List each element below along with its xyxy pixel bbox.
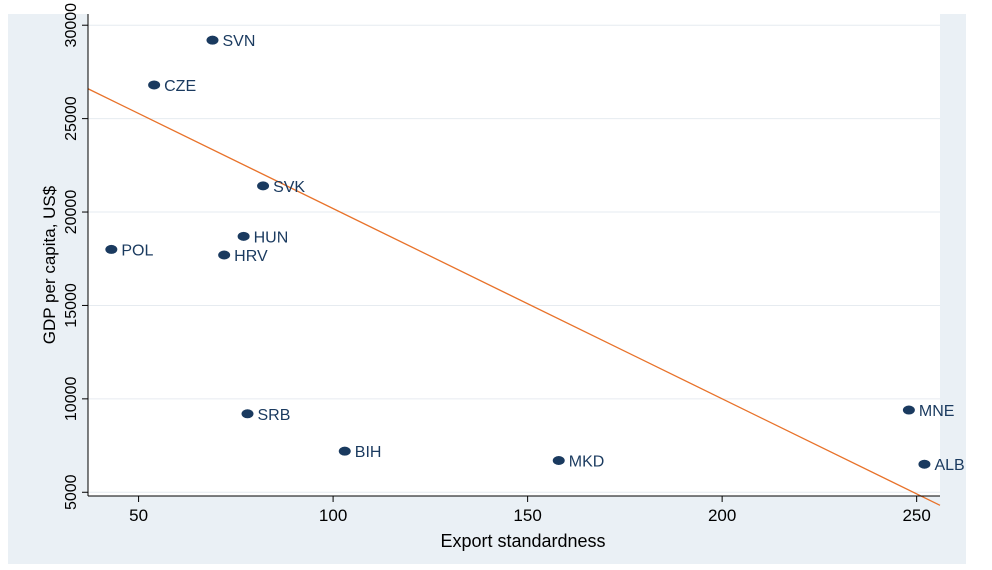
plot-area [88, 14, 940, 496]
x-tick-label: 50 [129, 506, 148, 525]
data-point [257, 181, 270, 191]
data-point [552, 456, 565, 466]
y-axis-label: GDP per capita, US$ [40, 185, 59, 344]
y-tick-label: 15000 [63, 283, 80, 328]
fit-line [87, 88, 941, 506]
data-point [338, 446, 351, 456]
point-label: ALB [934, 457, 964, 474]
grid-lines [88, 24, 940, 493]
point-label: CZE [164, 78, 196, 95]
y-tick-label: 30000 [63, 3, 80, 48]
x-axis-label: Export standardness [440, 531, 605, 551]
point-label: MNE [919, 403, 955, 420]
data-point [218, 250, 231, 260]
data-point [105, 244, 118, 254]
point-label: POL [121, 242, 153, 259]
y-tick-label: 25000 [63, 96, 80, 141]
data-points: SVN CZE SVK HUN POL HRV SRB BIH MKD MNE ALB [105, 33, 965, 474]
point-label: SVK [273, 179, 305, 196]
point-label: HRV [234, 248, 268, 265]
fit-line-group [87, 88, 941, 506]
point-label: SVN [222, 33, 255, 50]
data-point [918, 459, 931, 469]
y-tick-label: 5000 [63, 474, 80, 510]
y-tick-label: 20000 [63, 190, 80, 235]
y-tick-label: 10000 [63, 377, 80, 422]
point-label: MKD [569, 454, 605, 471]
data-point [148, 80, 161, 90]
x-tick-label: 150 [513, 506, 541, 525]
point-label: BIH [355, 444, 382, 461]
x-axis: 50 100 150 200 250 [88, 495, 940, 525]
point-label: SRB [258, 407, 291, 424]
x-tick-label: 100 [319, 506, 347, 525]
data-point [902, 405, 915, 415]
point-label: HUN [254, 229, 289, 246]
data-point [237, 231, 250, 241]
data-point [241, 409, 254, 419]
data-point [206, 35, 219, 45]
y-axis: 5000 10000 15000 20000 25000 30000 [63, 3, 89, 510]
x-tick-label: 200 [708, 506, 736, 525]
x-tick-label: 250 [902, 506, 930, 525]
